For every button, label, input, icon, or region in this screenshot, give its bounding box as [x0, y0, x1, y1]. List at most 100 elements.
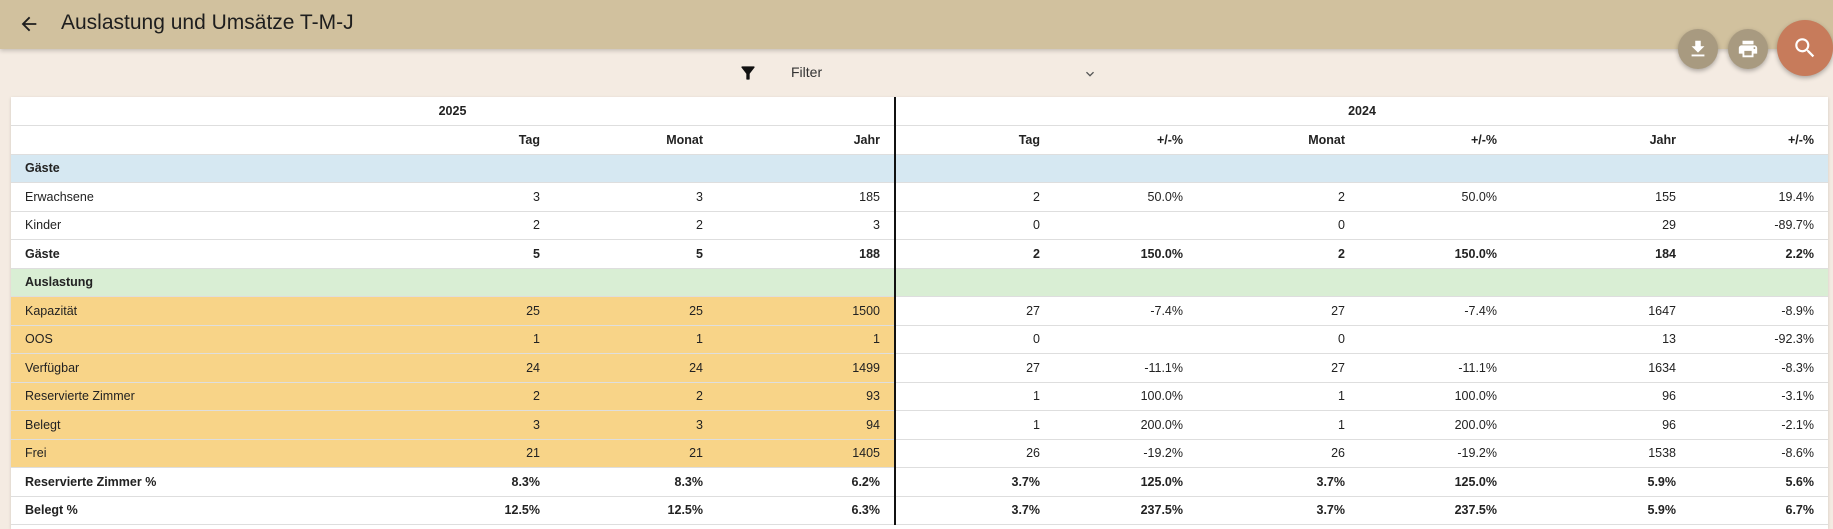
table-cell: 2	[895, 239, 1054, 269]
table-cell: 5	[554, 239, 717, 269]
column-header: Tag	[196, 125, 554, 155]
row-label: Frei	[11, 439, 196, 468]
table-cell: -2.1%	[1690, 410, 1828, 440]
table-cell: -19.2%	[1054, 439, 1197, 468]
table-cell: 5.9%	[1511, 467, 1690, 497]
table-cell: 1538	[1511, 439, 1690, 468]
table-cell: 188	[717, 239, 896, 269]
column-header	[11, 125, 196, 155]
row-label: Belegt %	[11, 496, 196, 525]
table-row: Kapazität 25 25 1500 27 -7.4% 27 -7.4% 1647 -8.9%	[11, 296, 1828, 326]
table-cell: 25	[196, 296, 554, 326]
table-cell: 155	[1511, 182, 1690, 212]
filter-icon	[741, 66, 755, 80]
row-label: Auslastung	[11, 268, 196, 297]
table-cell	[554, 268, 717, 297]
table-body: Gäste Erwachsene 3 3 185 2 50.0% 2 50.0% 155 19.4%…	[11, 154, 1828, 525]
table-cell	[895, 154, 1054, 183]
table-cell: -8.6%	[1690, 439, 1828, 468]
table-row: Belegt 3 3 94 1 200.0% 1 200.0% 96 -2.1%	[11, 410, 1828, 440]
table-cell: -89.7%	[1690, 211, 1828, 240]
filter-dropdown[interactable]: Filter	[734, 60, 1100, 88]
table-cell: 3	[196, 182, 554, 212]
table-cell: 29	[1511, 211, 1690, 240]
back-button[interactable]	[16, 11, 42, 37]
table-cell: -8.3%	[1690, 353, 1828, 383]
table-cell: 1	[554, 325, 717, 354]
table-cell: 185	[717, 182, 896, 212]
table-cell: 12.5%	[196, 496, 554, 525]
table-row: Frei 21 21 1405 26 -19.2% 26 -19.2% 1538 -8.6%	[11, 439, 1828, 468]
table-cell: -7.4%	[1359, 296, 1511, 326]
table-cell: 125.0%	[1359, 467, 1511, 497]
column-header: Jahr	[1511, 125, 1690, 155]
table-cell: 1	[1197, 382, 1359, 411]
table-cell: 6.7%	[1690, 496, 1828, 525]
table-cell	[196, 154, 554, 183]
table-cell: 93	[717, 382, 896, 411]
table-cell: 8.3%	[554, 467, 717, 497]
table-cell: 96	[1511, 410, 1690, 440]
table-cell: 50.0%	[1359, 182, 1511, 212]
section-row: Gäste	[11, 154, 1828, 183]
table-cell: 21	[196, 439, 554, 468]
table-cell: -7.4%	[1054, 296, 1197, 326]
table-cell: 3.7%	[895, 467, 1054, 497]
table-cell: 50.0%	[1054, 182, 1197, 212]
table-cell: 3.7%	[895, 496, 1054, 525]
table-cell: 2	[895, 182, 1054, 212]
row-label: Gäste	[11, 154, 196, 183]
table-cell: 0	[895, 211, 1054, 240]
table-cell: 24	[196, 353, 554, 383]
table-cell: 0	[895, 325, 1054, 354]
table-cell: 2	[1197, 239, 1359, 269]
download-button[interactable]	[1678, 29, 1718, 69]
table-cell	[554, 154, 717, 183]
table-cell: 237.5%	[1054, 496, 1197, 525]
print-icon	[1738, 40, 1758, 58]
table-cell: 125.0%	[1054, 467, 1197, 497]
year-header-row: 2025 2024	[11, 97, 1828, 126]
app-bar: Auslastung und Umsätze T-M-J	[0, 0, 1833, 49]
arrow-back-icon	[21, 16, 37, 32]
table-cell	[1690, 154, 1828, 183]
table-cell: 27	[1197, 296, 1359, 326]
table-cell: 237.5%	[1359, 496, 1511, 525]
table-cell: 1500	[717, 296, 896, 326]
column-header: +/-%	[1054, 125, 1197, 155]
print-button[interactable]	[1728, 29, 1768, 69]
column-header-row: Tag Monat Jahr Tag +/-% Monat +/-% Jahr +/-%	[11, 125, 1828, 155]
year-2024-header: 2024	[895, 97, 1828, 126]
table-cell: 184	[1511, 239, 1690, 269]
table-cell: 27	[1197, 353, 1359, 383]
table-cell	[1054, 211, 1197, 240]
table-cell: 5.9%	[1511, 496, 1690, 525]
row-label: OOS	[11, 325, 196, 354]
row-label: Gäste	[11, 239, 196, 269]
table-cell: -11.1%	[1054, 353, 1197, 383]
table-cell: 24	[554, 353, 717, 383]
table-cell: 5	[196, 239, 554, 269]
table-cell: 200.0%	[1054, 410, 1197, 440]
table-cell: 1	[895, 410, 1054, 440]
table-cell: 200.0%	[1359, 410, 1511, 440]
table-row: Reservierte Zimmer 2 2 93 1 100.0% 1 100.0% 96 -3…	[11, 382, 1828, 411]
table-cell: 1647	[1511, 296, 1690, 326]
table-row: Gäste 5 5 188 2 150.0% 2 150.0% 184 2.2%	[11, 239, 1828, 269]
table-row: Reservierte Zimmer % 8.3% 8.3% 6.2% 3.7% 125.…	[11, 467, 1828, 497]
table-cell	[1054, 268, 1197, 297]
column-header: +/-%	[1359, 125, 1511, 155]
table-cell: 2	[196, 382, 554, 411]
column-header: Tag	[895, 125, 1054, 155]
table-cell: 0	[1197, 211, 1359, 240]
table-cell: 27	[895, 296, 1054, 326]
table-cell: 1	[1197, 410, 1359, 440]
table-cell: 2	[1197, 182, 1359, 212]
search-button[interactable]	[1777, 20, 1833, 76]
table-cell: 26	[1197, 439, 1359, 468]
table-row: OOS 1 1 1 0 0 13 -92.3%	[11, 325, 1828, 354]
table-cell: 150.0%	[1054, 239, 1197, 269]
table-cell: 100.0%	[1054, 382, 1197, 411]
table-cell	[1197, 268, 1359, 297]
table-cell: 26	[895, 439, 1054, 468]
